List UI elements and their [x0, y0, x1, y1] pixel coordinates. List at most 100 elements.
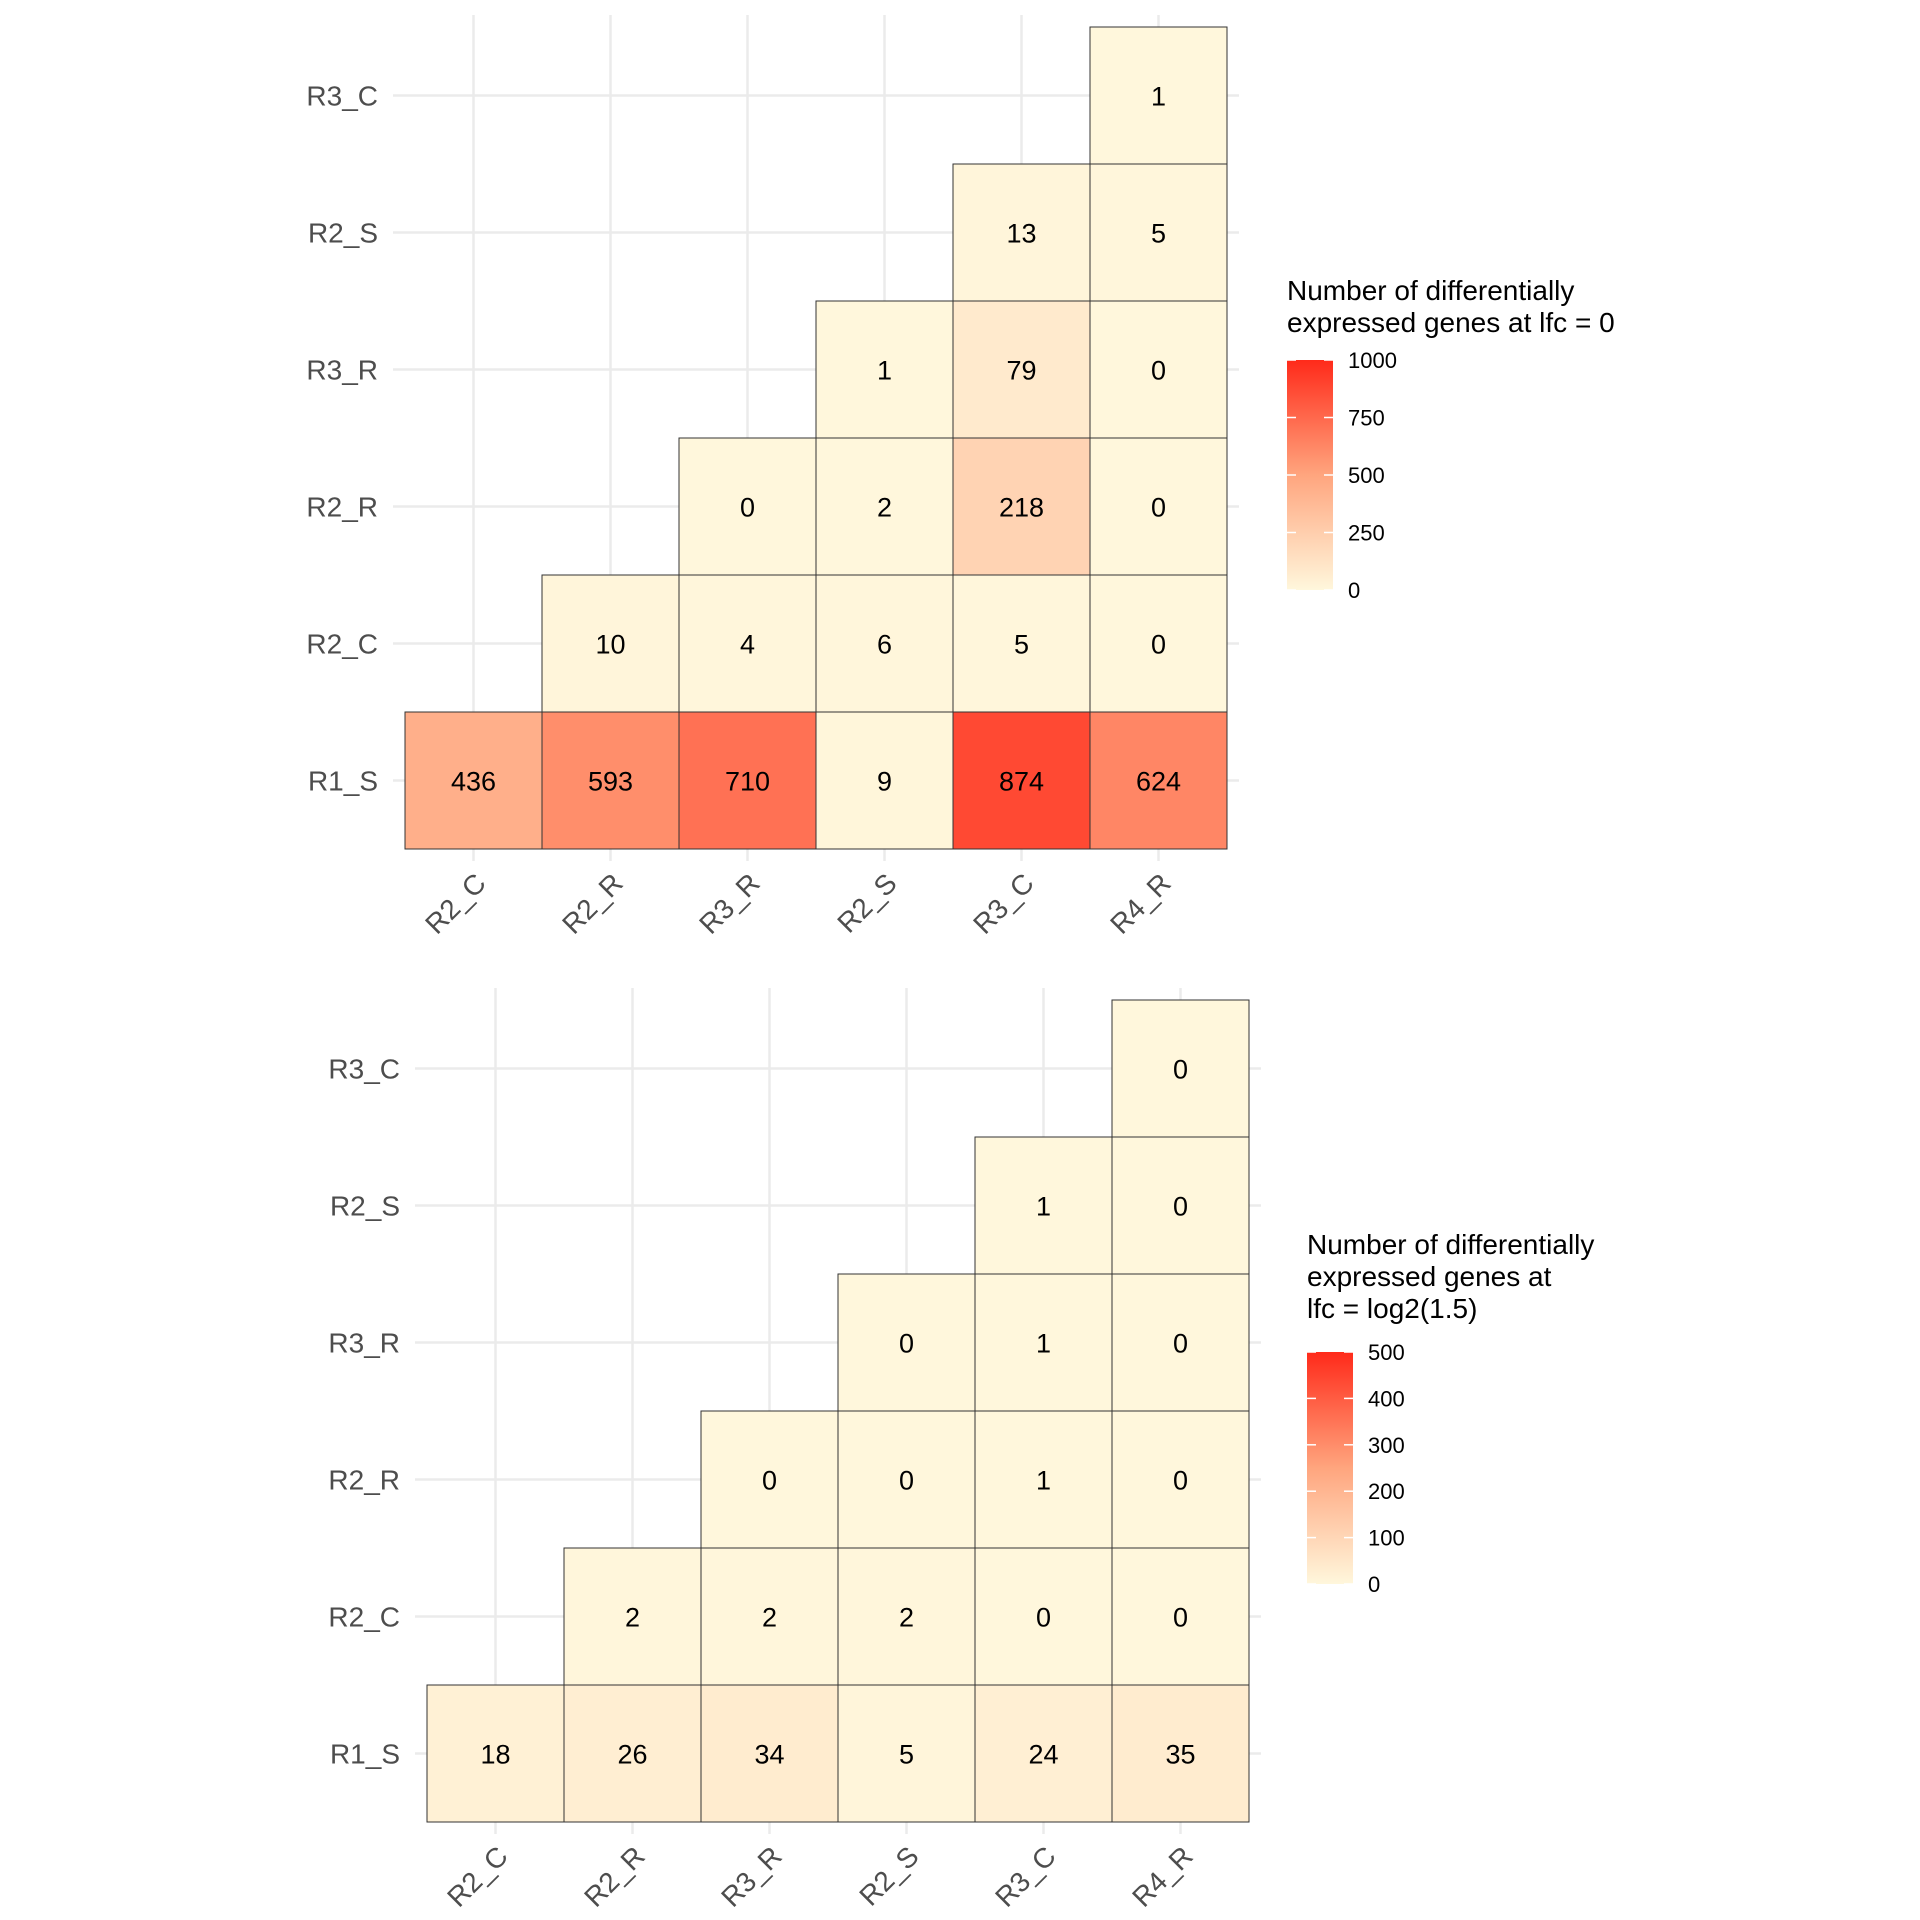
cell-value-label: 218 [999, 493, 1044, 523]
cell-value-label: 1 [1036, 1192, 1051, 1222]
cell-value-label: 0 [740, 493, 755, 523]
x-tick-label: R2_C [441, 1840, 514, 1913]
x-tick-label: R3_C [989, 1840, 1062, 1913]
x-tick-label: R4_R [1104, 867, 1177, 940]
legend-tick-label: 0 [1368, 1572, 1380, 1597]
x-tick-label: R3_R [693, 867, 766, 940]
heatmap-cell [815, 437, 954, 576]
cell-value-label: 0 [1151, 630, 1166, 660]
legend-title: Number of differentially [1307, 1229, 1594, 1260]
heatmap-cell [837, 1410, 976, 1549]
y-tick-label: R3_R [306, 355, 378, 386]
y-tick-label: R2_C [328, 1602, 400, 1633]
x-tick-label: R4_R [1126, 1840, 1199, 1913]
heatmap-cell [952, 300, 1091, 439]
cell-value-label: 0 [1036, 1603, 1051, 1633]
legend-tick-label: 500 [1368, 1340, 1405, 1365]
cell-value-label: 0 [899, 1329, 914, 1359]
cell-value-label: 2 [762, 1603, 777, 1633]
cell-value-label: 436 [451, 767, 496, 797]
y-tick-label: R2_C [306, 629, 378, 660]
cell-value-label: 18 [480, 1740, 510, 1770]
heatmap-cell [837, 1547, 976, 1686]
heatmap-cell [1089, 574, 1228, 713]
cell-value-label: 1 [1036, 1466, 1051, 1496]
cell-value-label: 0 [1173, 1329, 1188, 1359]
heatmap-cell [700, 1684, 839, 1823]
y-tick-label: R2_S [330, 1191, 400, 1222]
heatmap-cell [563, 1684, 702, 1823]
heatmap-cell [952, 163, 1091, 302]
cell-value-label: 0 [1173, 1055, 1188, 1085]
heatmap-cell [700, 1547, 839, 1686]
y-tick-label: R3_C [306, 81, 378, 112]
heatmap-cell [563, 1547, 702, 1686]
heatmap-cell [678, 437, 817, 576]
y-tick-label: R2_R [328, 1465, 400, 1496]
cell-value-label: 0 [1173, 1603, 1188, 1633]
x-tick-label: R2_S [831, 867, 902, 938]
legend-title: lfc = log2(1.5) [1307, 1293, 1477, 1324]
heatmap-cell [974, 1410, 1113, 1549]
heatmap-cell [974, 1684, 1113, 1823]
colorbar [1307, 1352, 1353, 1584]
x-tick-label: R3_C [967, 867, 1040, 940]
y-tick-label: R1_S [308, 766, 378, 797]
heatmap-cell [1111, 1410, 1250, 1549]
legend-tick-label: 0 [1348, 578, 1360, 603]
cell-value-label: 10 [595, 630, 625, 660]
legend-tick-label: 1000 [1348, 348, 1397, 373]
heatmap-cell [974, 1273, 1113, 1412]
cell-value-label: 593 [588, 767, 633, 797]
y-tick-label: R3_C [328, 1054, 400, 1085]
heatmap-cell [837, 1273, 976, 1412]
heatmap-cell [815, 300, 954, 439]
legend-tick-label: 500 [1348, 463, 1385, 488]
cell-value-label: 1 [1151, 82, 1166, 112]
heatmap-cell [1089, 437, 1228, 576]
heatmap-cell [700, 1410, 839, 1549]
heatmap-cell [952, 437, 1091, 576]
x-tick-label: R2_R [556, 867, 629, 940]
heatmap-cell [1111, 1684, 1250, 1823]
legend-tick-label: 200 [1368, 1479, 1405, 1504]
cell-value-label: 0 [1173, 1192, 1188, 1222]
heatmap-cell [974, 1136, 1113, 1275]
heatmap-cell [1111, 1136, 1250, 1275]
cell-value-label: 2 [877, 493, 892, 523]
y-tick-label: R2_R [306, 492, 378, 523]
heatmap-cell [1089, 163, 1228, 302]
x-tick-label: R2_S [853, 1840, 924, 1911]
cell-value-label: 35 [1165, 1740, 1195, 1770]
cell-value-label: 4 [740, 630, 755, 660]
legend-tick-label: 750 [1348, 406, 1385, 431]
cell-value-label: 624 [1136, 767, 1181, 797]
cells: 18 26 34 5 24 35 2 2 2 0 0 0 0 1 0 0 1 0 1 0 0 [426, 999, 1250, 1823]
cell-value-label: 0 [899, 1466, 914, 1496]
cell-value-label: 5 [1151, 219, 1166, 249]
heatmap-cell [1111, 1273, 1250, 1412]
cell-value-label: 79 [1006, 356, 1036, 386]
legend-tick-label: 250 [1348, 521, 1385, 546]
heatmap-cell [1089, 711, 1228, 850]
heatmap-cell [426, 1684, 565, 1823]
cell-value-label: 1 [877, 356, 892, 386]
y-tick-label: R1_S [330, 1739, 400, 1770]
heatmap-cell [952, 574, 1091, 713]
cell-value-label: 874 [999, 767, 1044, 797]
cell-value-label: 34 [754, 1740, 784, 1770]
cell-value-label: 1 [1036, 1329, 1051, 1359]
cell-value-label: 5 [1014, 630, 1029, 660]
legend-title: expressed genes at lfc = 0 [1287, 307, 1615, 338]
cell-value-label: 0 [762, 1466, 777, 1496]
x-tick-label: R3_R [715, 1840, 788, 1913]
cell-value-label: 2 [899, 1603, 914, 1633]
y-tick-label: R3_R [328, 1328, 400, 1359]
x-tick-label: R2_C [419, 867, 492, 940]
heatmap-cell [404, 711, 543, 850]
heatmap-cell [1111, 999, 1250, 1138]
